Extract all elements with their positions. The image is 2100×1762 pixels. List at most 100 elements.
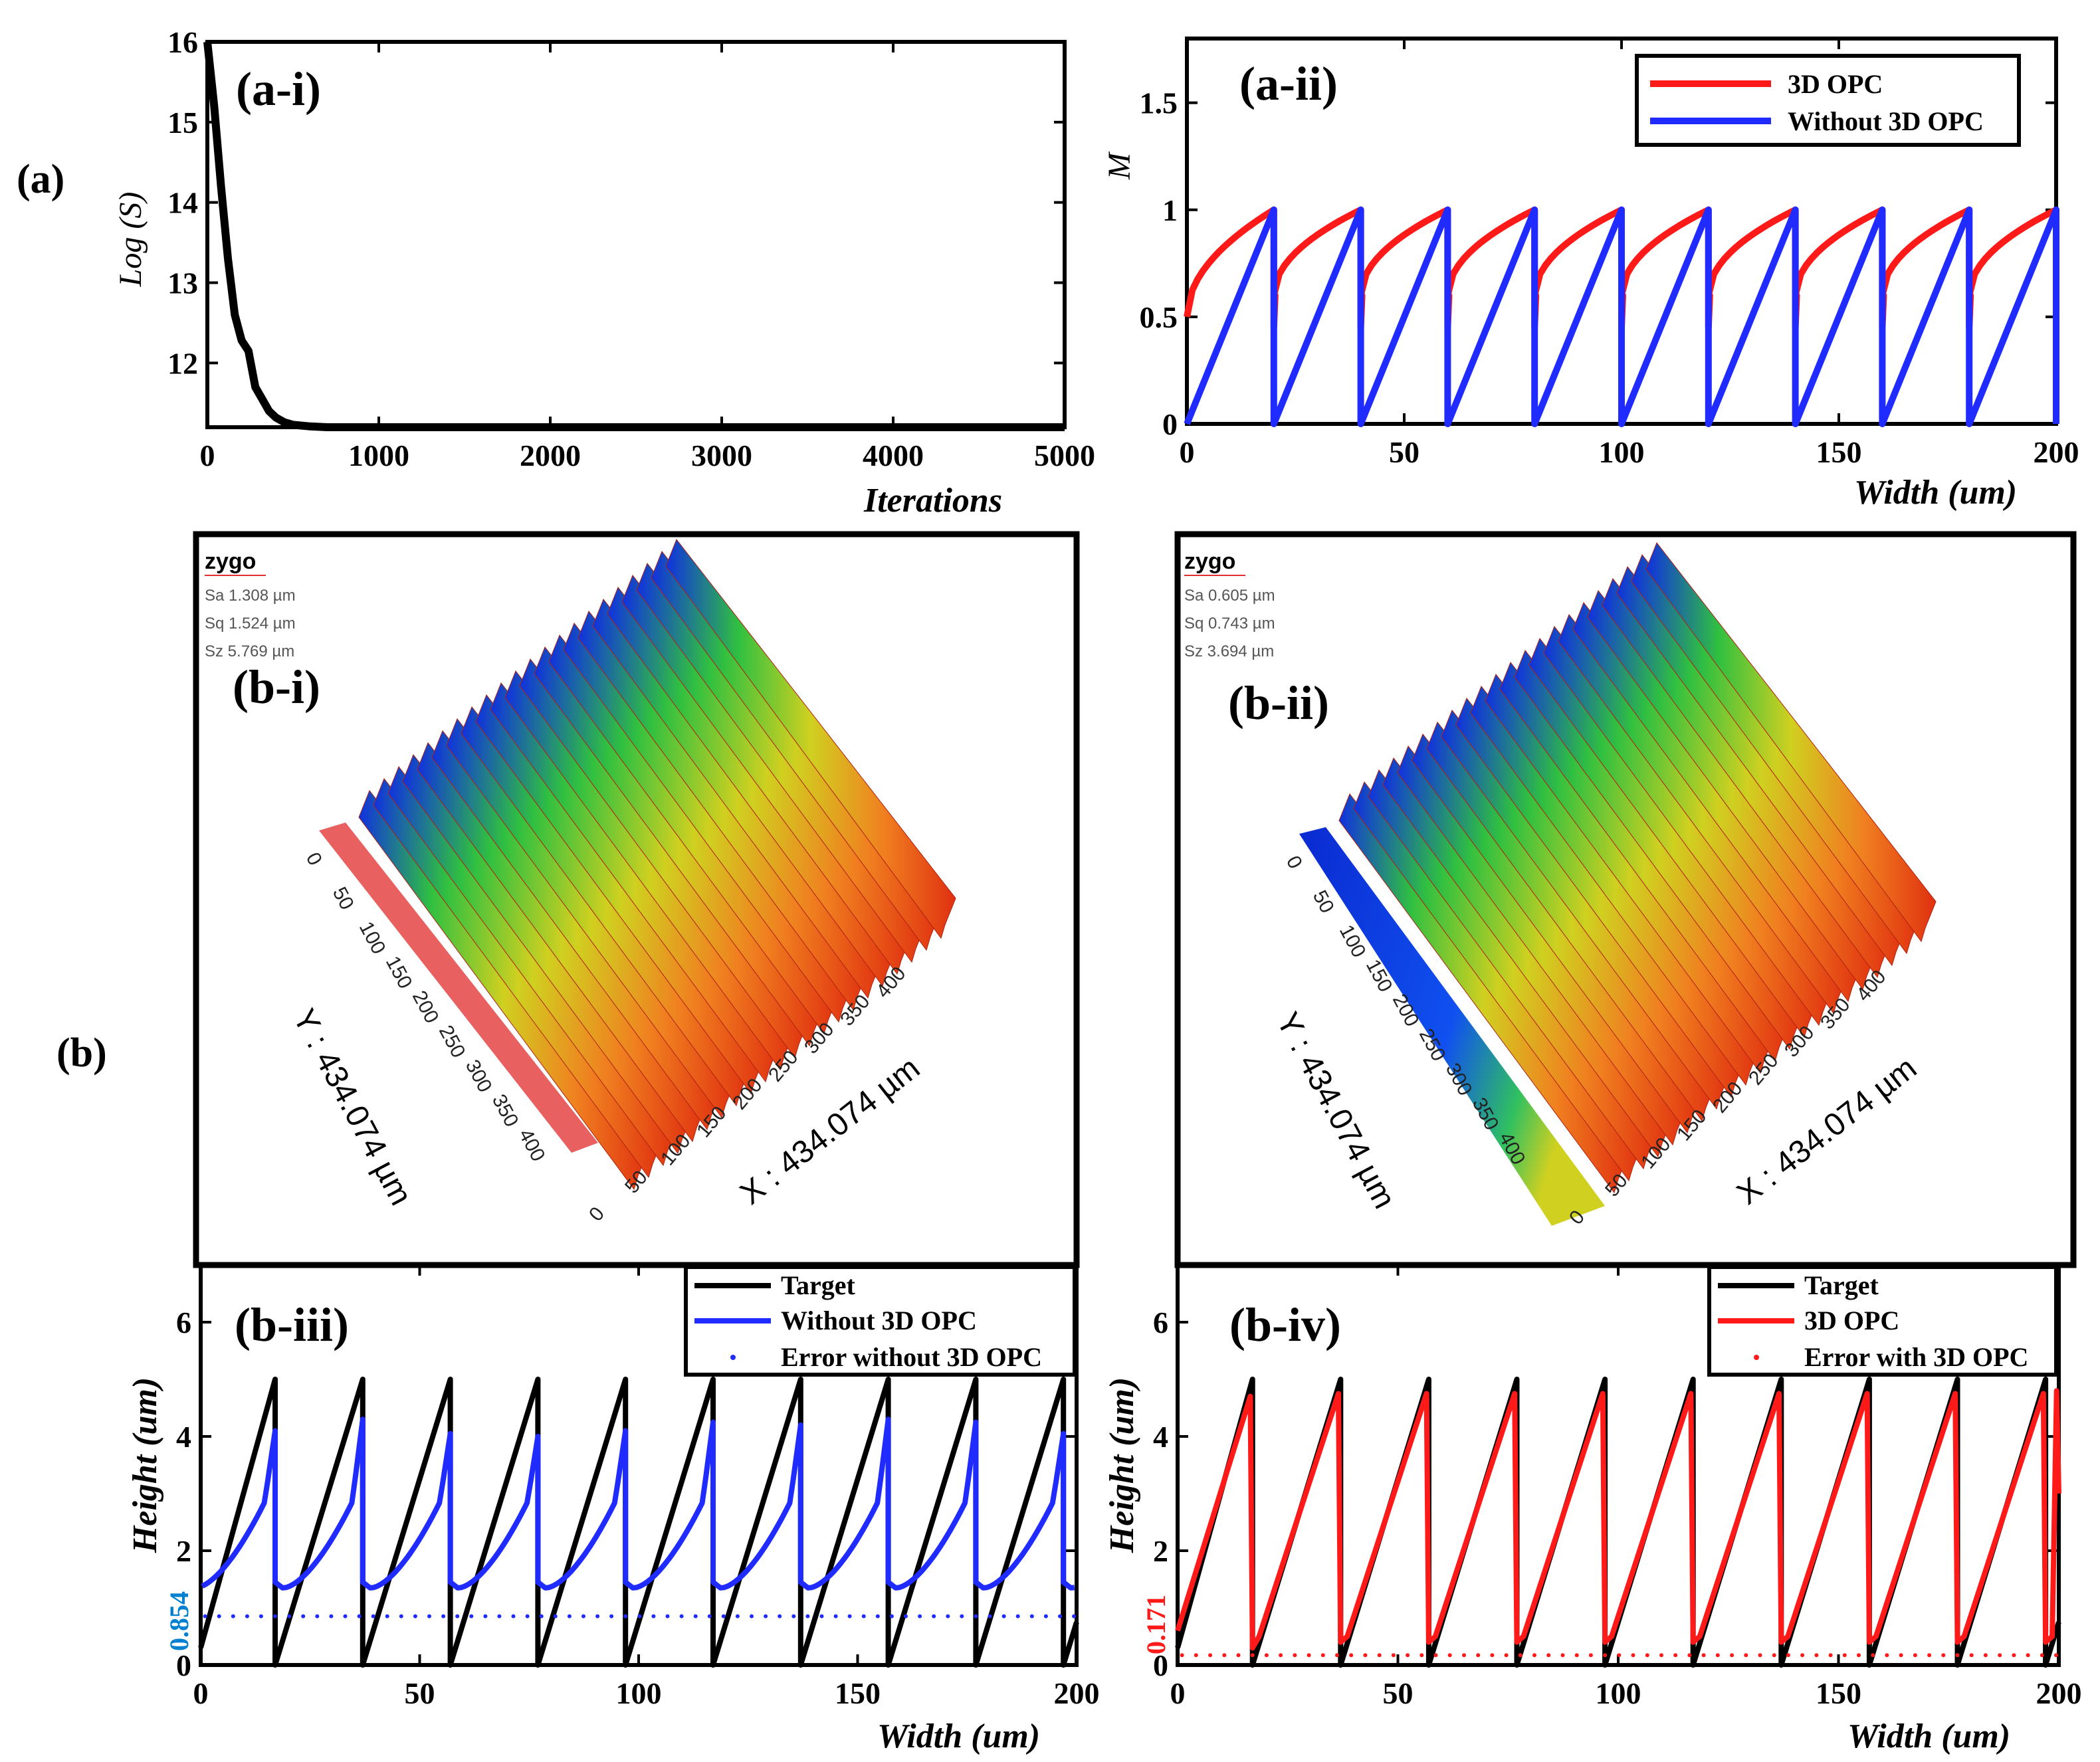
legend-label-error-with-3d-opc: Error with 3D OPC — [1804, 1342, 2028, 1372]
error-point — [1659, 1653, 1663, 1658]
error-point — [1560, 1653, 1565, 1658]
error-point — [861, 1614, 866, 1618]
x-axis-label: Iterations — [863, 482, 1002, 520]
error-point — [1645, 1653, 1649, 1658]
error-point — [1687, 1653, 1692, 1658]
error-point — [455, 1614, 460, 1618]
error-point — [287, 1614, 292, 1618]
legend-label-target: Target — [1804, 1270, 1879, 1300]
legend: Target 3D OPC Error with 3D OPC — [1707, 1265, 2058, 1377]
y-tick-label: 6 — [1153, 1306, 1168, 1339]
error-point — [1208, 1653, 1213, 1658]
y-tick-label: 15 — [167, 106, 198, 140]
zygo-logo: zygo — [1184, 549, 1235, 574]
error-point — [1955, 1653, 1960, 1658]
legend-label-3d-opc: 3D OPC — [1788, 69, 1883, 99]
x-tick-label: 2000 — [520, 439, 581, 472]
tick-group: 0 50 100 150 200 0 2 4 6 — [1153, 1265, 2082, 1710]
error-point — [1913, 1653, 1917, 1658]
error-point — [1462, 1653, 1466, 1658]
x-axis-label: Width (um) — [1854, 474, 2017, 512]
error-point — [567, 1614, 572, 1618]
error-point — [1603, 1653, 1608, 1658]
error-point — [469, 1614, 474, 1618]
profile-b-i: zygo Sa 1.308 µm Sq 1.524 µm Sz 5.769 µm… — [193, 531, 1080, 1268]
error-point — [1349, 1653, 1354, 1658]
error-point — [343, 1614, 348, 1618]
error-point — [427, 1614, 431, 1618]
error-point — [988, 1614, 992, 1618]
error-point — [1433, 1653, 1438, 1658]
error-point — [1744, 1653, 1748, 1658]
legend-label-3d-opc: 3D OPC — [1804, 1306, 1899, 1335]
error-point — [623, 1614, 628, 1618]
x-tick-label: 0 — [193, 1676, 209, 1710]
y-tick-label: 400 — [514, 1126, 550, 1165]
error-point — [1673, 1653, 1678, 1658]
error-point — [932, 1614, 936, 1618]
error-point — [1180, 1653, 1184, 1658]
x-axis-label: Width (um) — [877, 1717, 1040, 1755]
error-point — [609, 1614, 614, 1618]
x-tick-label: 0 — [1170, 1676, 1186, 1710]
error-point — [203, 1614, 207, 1618]
error-point — [1504, 1653, 1509, 1658]
error-point — [889, 1614, 894, 1618]
x-tick-label: 100 — [1596, 1676, 1641, 1710]
chart-a-ii: 0 50 100 150 200 0 0.5 1 1.5 (a-ii) 3D OPC Witho… — [1102, 37, 2079, 512]
error-point — [735, 1614, 740, 1618]
error-point — [1885, 1653, 1889, 1658]
error-point — [764, 1614, 768, 1618]
error-point — [805, 1614, 810, 1618]
figure-label-b: (b) — [56, 1030, 107, 1076]
error-point — [1363, 1653, 1368, 1658]
error-point — [315, 1614, 320, 1618]
error-point — [721, 1614, 726, 1618]
error-point — [1264, 1653, 1269, 1658]
error-point — [1927, 1653, 1932, 1658]
x-tick-label: 200 — [2034, 435, 2079, 469]
legend-label-without-3d-opc: Without 3D OPC — [1788, 106, 1984, 136]
error-point — [497, 1614, 502, 1618]
error-point — [1043, 1614, 1048, 1618]
error-point — [413, 1614, 417, 1618]
error-point — [1476, 1653, 1481, 1658]
error-value-label: 0.171 — [1141, 1595, 1171, 1654]
error-point — [1236, 1653, 1241, 1658]
y-tick-label: 1 — [1162, 193, 1178, 227]
error-point — [511, 1614, 516, 1618]
error-point — [1250, 1653, 1255, 1658]
panel-label: (b-ii) — [1228, 676, 1329, 730]
error-point — [1419, 1653, 1424, 1658]
error-point — [693, 1614, 698, 1618]
error-point — [960, 1614, 964, 1618]
stat-sa: Sa 1.308 µm — [205, 587, 296, 605]
error-point — [819, 1614, 824, 1618]
error-point — [1772, 1653, 1776, 1658]
series-error-with-3d-opc — [1180, 1653, 2058, 1658]
x-tick-label: 100 — [616, 1676, 662, 1710]
error-point — [1490, 1653, 1495, 1658]
error-point — [679, 1614, 684, 1618]
x-tick-label: 1000 — [348, 439, 409, 472]
x-tick-label: 200 — [1054, 1676, 1100, 1710]
error-point — [1588, 1653, 1593, 1658]
y-tick-label: 0 — [302, 849, 326, 869]
y-tick-label: 16 — [167, 25, 198, 59]
series-log-s — [203, 41, 1065, 431]
error-point — [1029, 1614, 1034, 1618]
x-tick-label: 100 — [1599, 435, 1645, 469]
x-tick-label: 4000 — [863, 439, 924, 472]
error-point — [665, 1614, 670, 1618]
error-point — [357, 1614, 362, 1618]
error-point — [371, 1614, 375, 1618]
error-point — [1786, 1653, 1790, 1658]
panel-label: (b-i) — [233, 660, 320, 714]
profile-b-ii: zygo Sa 0.605 µm Sq 0.743 µm Sz 3.694 µm… — [1174, 531, 2077, 1268]
error-point — [637, 1614, 642, 1618]
y-tick-label: 0.5 — [1140, 300, 1178, 334]
x-tick-label: 150 — [835, 1676, 881, 1710]
error-point — [1377, 1653, 1382, 1658]
error-point — [1058, 1614, 1062, 1618]
zygo-logo: zygo — [205, 549, 256, 574]
